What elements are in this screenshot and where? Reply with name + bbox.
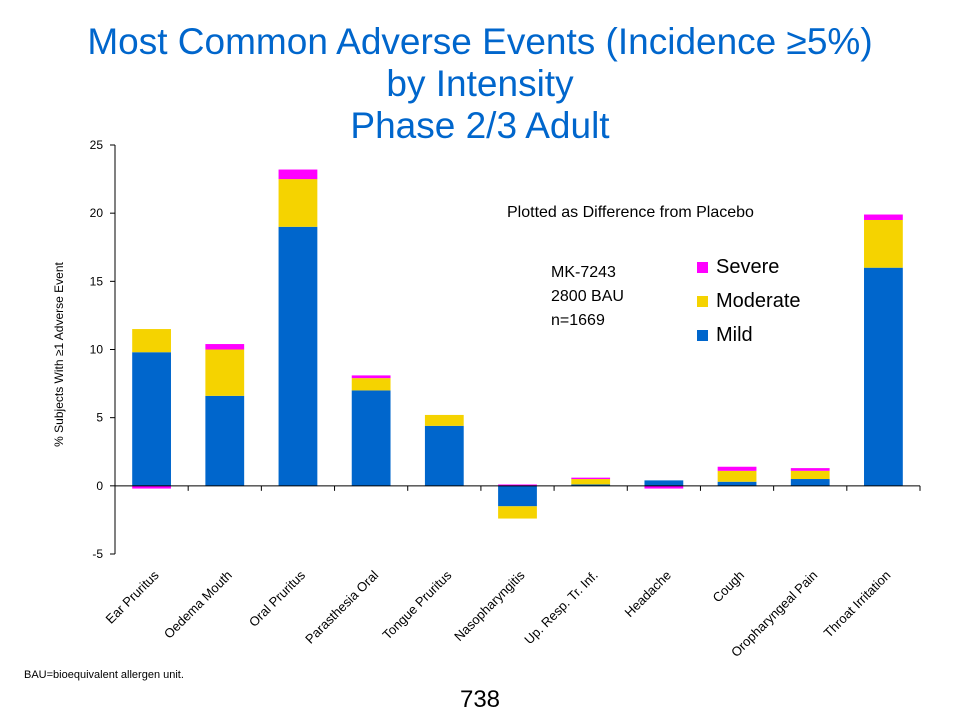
category-label: Oral Pruritus xyxy=(246,567,309,630)
bar-moderate-0 xyxy=(132,329,171,353)
bar-severe-8 xyxy=(717,466,757,471)
bar-moderate-9 xyxy=(790,470,830,480)
bar-mild-5 xyxy=(498,485,537,507)
bar-mild-6 xyxy=(571,484,611,486)
bar-moderate-1 xyxy=(205,349,245,396)
bar-moderate-6 xyxy=(571,479,611,485)
product-name: MK-7243 xyxy=(551,264,616,281)
bar-severe-9 xyxy=(790,468,830,471)
bar-severe-1 xyxy=(205,344,245,350)
title-line-3: Phase 2/3 Adult xyxy=(350,105,610,146)
footnote: BAU=bioequivalent allergen unit. xyxy=(24,669,184,681)
y-tick-label: 15 xyxy=(90,274,104,288)
y-axis-title: % Subjects With ≥1 Adverse Event xyxy=(52,262,66,447)
y-tick-label: 10 xyxy=(90,343,104,357)
bar-severe-7 xyxy=(644,485,684,489)
bar-severe-3 xyxy=(351,375,391,379)
legend-label-moderate: Moderate xyxy=(716,289,801,312)
bar-mild-9 xyxy=(790,479,830,486)
bar-mild-0 xyxy=(132,352,171,486)
category-label: Up. Resp. Tr. Inf. xyxy=(521,568,601,648)
category-label: Ear Pruritus xyxy=(103,567,162,626)
category-label: Cough xyxy=(709,568,747,606)
legend-swatch-severe xyxy=(697,261,708,273)
category-label: Throat Irritation xyxy=(821,568,894,641)
y-tick-label: 0 xyxy=(96,479,103,493)
legend-item-severe: Severe xyxy=(697,250,801,284)
product-dose: 2800 BAU xyxy=(551,288,624,305)
title-line-2: by Intensity xyxy=(386,63,574,104)
category-label: Oedema Mouth xyxy=(161,568,235,642)
bar-mild-1 xyxy=(205,395,245,486)
y-tick-label: 25 xyxy=(90,138,104,152)
difference-note: Plotted as Difference from Placebo xyxy=(507,204,754,221)
bar-moderate-10 xyxy=(864,219,903,268)
bar-severe-5 xyxy=(498,484,537,486)
legend-label-severe: Severe xyxy=(716,255,780,278)
product-info: MK-7243 2800 BAU n=1669 xyxy=(551,261,624,333)
legend-item-moderate: Moderate xyxy=(697,284,801,318)
y-tick-label: 5 xyxy=(96,411,103,425)
legend-label-mild: Mild xyxy=(716,323,753,346)
bar-moderate-4 xyxy=(424,414,464,426)
bar-mild-2 xyxy=(278,226,318,486)
legend-swatch-moderate xyxy=(697,295,708,307)
bar-moderate-8 xyxy=(717,470,757,482)
category-label: Headache xyxy=(621,568,674,621)
legend-swatch-mild xyxy=(697,329,708,341)
legend-item-mild: Mild xyxy=(697,318,801,352)
y-tick-label: -5 xyxy=(92,547,103,561)
bar-mild-8 xyxy=(717,481,757,486)
bar-severe-2 xyxy=(278,169,318,180)
bar-mild-10 xyxy=(864,267,903,486)
category-label: Parasthesia Oral xyxy=(302,567,381,646)
bar-moderate-5 xyxy=(498,506,537,519)
legend: Severe Moderate Mild xyxy=(697,250,801,352)
y-tick-label: 20 xyxy=(90,206,104,220)
bar-severe-0 xyxy=(132,485,171,489)
category-label: Nasopharyngitis xyxy=(451,567,528,644)
category-label: Tongue Pruritus xyxy=(379,567,454,642)
bar-mild-3 xyxy=(351,390,391,486)
bar-mild-4 xyxy=(424,425,464,486)
bar-mild-7 xyxy=(644,480,684,486)
product-n: n=1669 xyxy=(551,312,605,329)
title-line-1: Most Common Adverse Events (Incidence ≥5… xyxy=(87,21,873,62)
bar-severe-6 xyxy=(571,477,611,480)
bar-moderate-3 xyxy=(351,378,391,391)
bar-severe-10 xyxy=(864,214,903,220)
bar-moderate-2 xyxy=(278,179,318,227)
page-number: 738 xyxy=(459,686,501,713)
